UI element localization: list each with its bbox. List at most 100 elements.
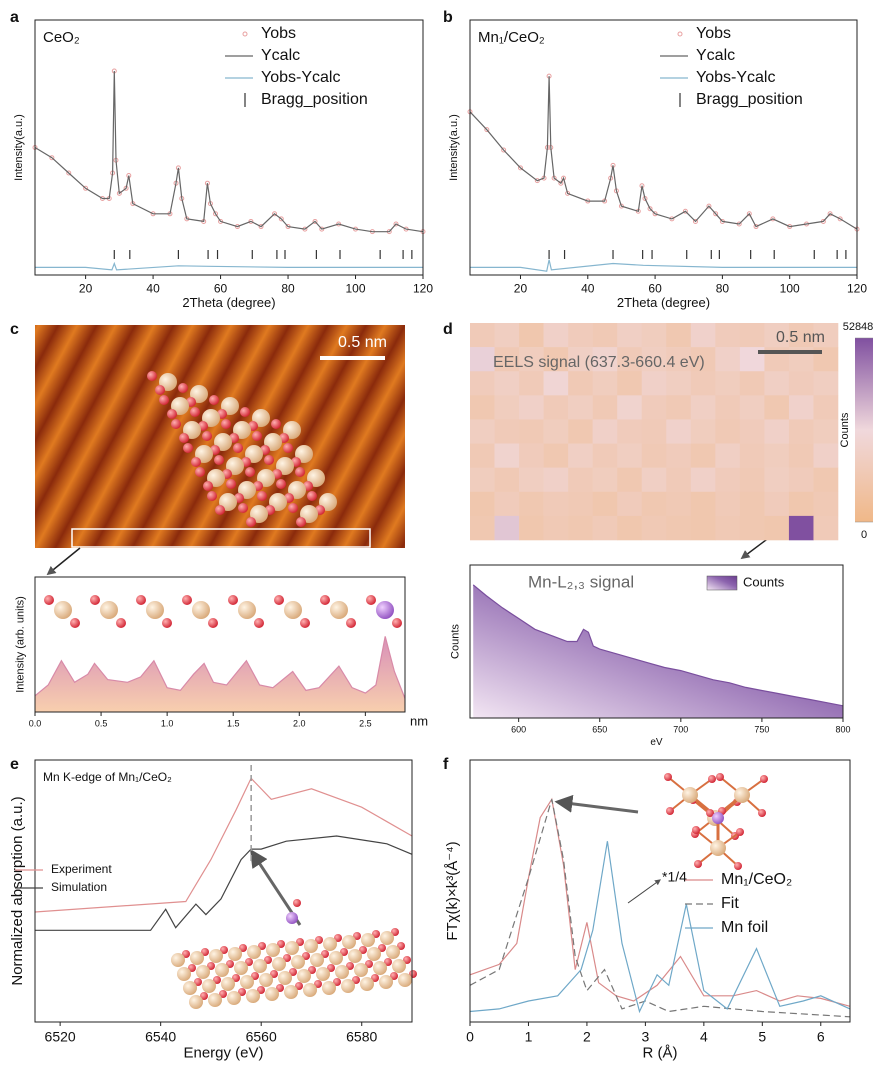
ce-atom — [335, 965, 349, 979]
ce-atom — [196, 965, 210, 979]
o-atom — [200, 992, 208, 1000]
legend-marker — [242, 31, 248, 37]
heatmap-cell — [470, 371, 495, 396]
o-atom — [274, 595, 284, 605]
panel-letter: d — [443, 321, 453, 338]
data-point — [682, 208, 688, 214]
heatmap-cell — [666, 467, 692, 493]
x-tick-label: 0.5 — [95, 719, 108, 729]
o-atom — [228, 595, 238, 605]
ce-atom — [342, 935, 356, 949]
o-atom — [162, 618, 172, 628]
data-point — [713, 211, 719, 217]
arrow — [627, 879, 661, 904]
o-atom — [226, 479, 236, 489]
legend-label: Ycalc — [261, 47, 300, 64]
o-atom — [352, 976, 360, 984]
x-tick-label: 5 — [758, 1029, 766, 1045]
o-atom — [734, 862, 742, 870]
data-point — [706, 203, 712, 209]
ce-atom — [208, 993, 222, 1007]
o-atom — [283, 443, 293, 453]
heatmap-cell — [715, 491, 741, 517]
heatmap-cell — [788, 443, 814, 468]
heatmap-cell — [641, 419, 667, 444]
x-tick-label: 800 — [835, 725, 850, 735]
o-atom — [346, 962, 354, 970]
o-atom — [307, 491, 317, 501]
x-tick-label: 100 — [346, 282, 366, 296]
x-axis-label: eV — [650, 737, 663, 748]
x-tick-label: 40 — [581, 282, 595, 296]
legend-label: Mn₁/CeO₂ — [721, 871, 792, 888]
o-atom — [315, 936, 323, 944]
ce-atom — [367, 947, 381, 961]
o-atom — [239, 944, 247, 952]
heatmap-cell — [568, 347, 593, 372]
heatmap-cell — [788, 371, 814, 396]
o-atom — [252, 431, 262, 441]
heatmap-cell — [470, 395, 495, 420]
o-atom — [188, 964, 196, 972]
data-line — [472, 584, 844, 707]
o-atom — [708, 775, 716, 783]
heatmap-cell — [666, 395, 692, 420]
heatmap-cell — [494, 467, 520, 493]
heatmap-cell — [519, 347, 544, 372]
ce-atom — [209, 949, 223, 963]
heatmap-cell — [764, 491, 790, 517]
o-atom — [736, 828, 744, 836]
data-point — [66, 170, 72, 176]
data-line — [469, 76, 858, 230]
plot-label: Mn K-edge of Mn₁/CeO₂ — [43, 770, 172, 784]
legend-label: Counts — [743, 574, 785, 589]
heatmap-cell — [494, 395, 520, 420]
x-tick-label: 0 — [466, 1029, 474, 1045]
o-atom — [666, 807, 674, 815]
o-atom — [254, 618, 264, 628]
o-atom — [155, 385, 165, 395]
plot-frame — [469, 564, 844, 719]
heatmap-cell — [739, 515, 765, 541]
o-atom — [758, 809, 766, 817]
heatmap-cell — [592, 419, 618, 444]
x-tick-label: 60 — [648, 282, 662, 296]
x-tick-label: 120 — [413, 282, 433, 296]
o-atom — [232, 974, 240, 982]
ce-atom — [330, 601, 348, 619]
plot-label: CeO₂ — [43, 29, 80, 46]
data-point — [248, 218, 254, 224]
ce-atom — [291, 955, 305, 969]
legend-label: Yobs-Ycalc — [696, 69, 775, 86]
heatmap-cell — [543, 419, 569, 444]
o-atom — [238, 988, 246, 996]
data-line — [469, 797, 851, 1007]
x-tick-label: 20 — [79, 282, 93, 296]
heatmap-cell — [641, 491, 667, 517]
area-fill — [473, 584, 843, 718]
ce-atom — [278, 971, 292, 985]
heatmap-cell — [470, 443, 495, 468]
mn-atom — [286, 912, 298, 924]
data-point — [83, 185, 89, 191]
ce-atom — [323, 937, 337, 951]
ce-atom — [246, 989, 260, 1003]
panel-letter: a — [10, 9, 19, 26]
x-tick-label: 80 — [281, 282, 295, 296]
heatmap-cell — [715, 419, 741, 444]
heatmap-cell — [666, 515, 692, 541]
o-atom — [221, 419, 231, 429]
data-point — [213, 211, 219, 217]
heatmap-cell — [666, 419, 692, 444]
o-atom — [147, 371, 157, 381]
plot-label: Mn₁/CeO₂ — [478, 29, 545, 46]
data-point — [647, 206, 653, 212]
heatmap-cell — [641, 323, 667, 348]
heatmap-cell — [494, 491, 520, 517]
ce-atom — [227, 991, 241, 1005]
data-point — [753, 224, 759, 230]
o-atom — [270, 970, 278, 978]
o-atom — [70, 618, 80, 628]
ce-atom — [380, 931, 394, 945]
